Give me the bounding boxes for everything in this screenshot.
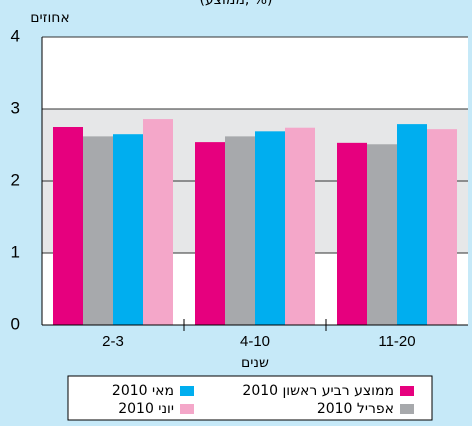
legend-swatch xyxy=(400,386,414,396)
bar xyxy=(195,142,225,325)
y-tick-label: 2 xyxy=(11,170,20,189)
bar xyxy=(83,136,113,325)
bar xyxy=(427,129,457,325)
bar xyxy=(225,136,255,325)
y-tick-label: 1 xyxy=(11,242,20,261)
legend-label: מאי 2010 xyxy=(112,383,174,399)
y-tick-label: 3 xyxy=(11,98,20,117)
y-tick-label: 0 xyxy=(11,314,20,333)
bar xyxy=(285,127,315,325)
x-tick-label: 11-20 xyxy=(378,333,415,350)
y-axis-label: אחוזים xyxy=(30,10,70,26)
legend-box xyxy=(67,375,433,421)
legend-label: יוני 2010 xyxy=(118,401,174,417)
bar xyxy=(337,142,367,325)
bar xyxy=(143,119,173,325)
bar xyxy=(397,124,427,326)
legend-swatch xyxy=(180,386,194,396)
y-tick-label: 4 xyxy=(11,26,20,45)
legend-swatch xyxy=(180,404,194,414)
x-tick-label: 2-3 xyxy=(102,333,124,350)
bar xyxy=(113,134,143,325)
legend-swatch xyxy=(400,404,414,414)
chart-subtitle: (ממוצע, %) xyxy=(199,0,272,8)
legend-label: אפריל 2010 xyxy=(317,401,394,417)
x-axis-label: שנים xyxy=(241,355,269,371)
bar xyxy=(367,144,397,325)
bar xyxy=(53,127,83,325)
bar xyxy=(255,131,285,325)
legend-label: ממוצע רביע ראשון 2010 xyxy=(242,383,394,399)
x-tick-label: 4-10 xyxy=(240,333,270,350)
